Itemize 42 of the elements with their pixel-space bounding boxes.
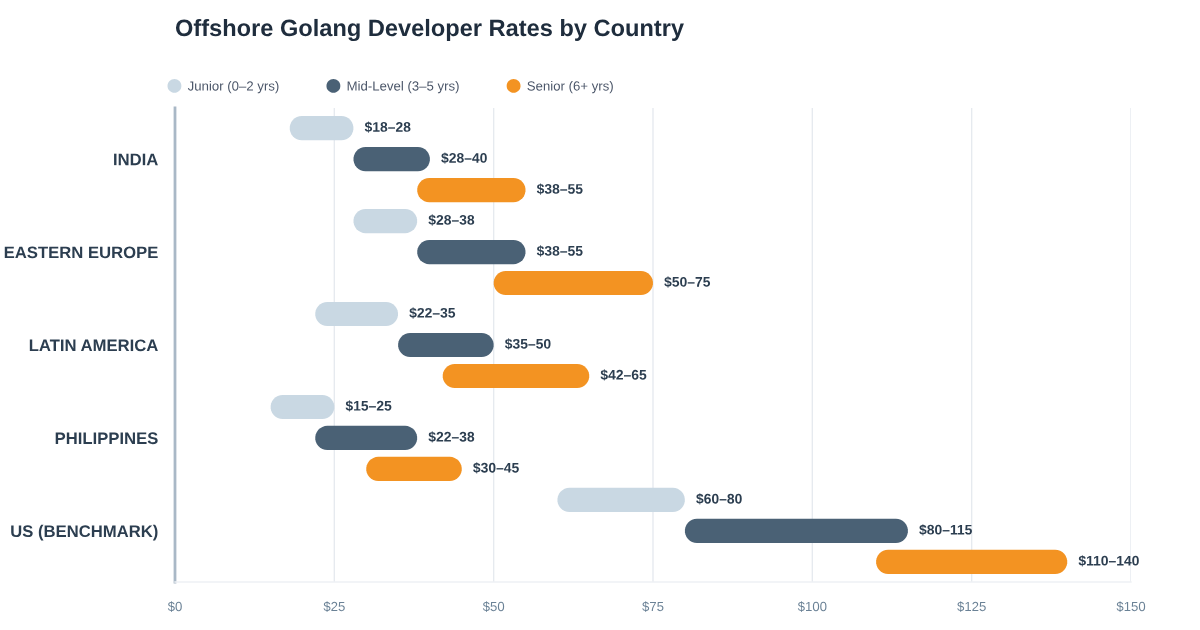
bar: [442, 363, 590, 389]
bar: [366, 456, 462, 481]
y-tick-label: LATIN AMERICA: [29, 339, 158, 352]
bar: [417, 239, 526, 265]
data-label: $38–55: [536, 183, 583, 195]
data-label: $42–65: [600, 369, 647, 381]
bar: [315, 301, 398, 327]
y-tick-label: INDIA: [114, 153, 158, 166]
bar: [315, 425, 418, 451]
y-tick-label: EASTERN EUROPE: [4, 246, 158, 259]
data-label: $60–80: [696, 493, 742, 505]
x-tick-label: $0: [167, 601, 182, 612]
y-tick-label: US (BENCHMARK): [11, 524, 158, 541]
x-tick-label: $100: [797, 601, 827, 612]
x-tick-label: $25: [323, 601, 345, 612]
bar: [876, 549, 1068, 574]
x-tick-label: $125: [957, 601, 986, 612]
x-tick-label: $50: [482, 601, 505, 612]
data-label: $15–25: [345, 400, 392, 412]
data-label: $50–75: [664, 276, 711, 288]
bar: [398, 332, 494, 358]
data-label: $22–38: [428, 431, 475, 443]
data-label: $80–115: [919, 524, 972, 536]
y-tick-label: PHILIPPINES: [55, 432, 158, 445]
data-label: $30–45: [473, 462, 519, 474]
data-label: $18–28: [364, 121, 411, 133]
x-tick-label: $75: [642, 601, 664, 612]
data-label: $35–50: [504, 338, 551, 350]
legend-label: Mid-Level (3–5 yrs): [347, 80, 459, 94]
data-label: $110–140: [1078, 555, 1139, 567]
bar: [417, 178, 526, 203]
chart-title: Offshore Golang Developer Rates by Country: [175, 18, 684, 42]
legend-label: Senior (6+ yrs): [527, 80, 613, 94]
bar: [493, 270, 653, 296]
x-tick-label: $150: [1116, 601, 1146, 612]
data-label: $22–35: [409, 307, 456, 319]
bar: [557, 487, 685, 512]
data-label: $28–40: [441, 152, 487, 164]
legend-label: Junior (0–2 yrs): [187, 80, 279, 94]
data-label: $28–38: [428, 214, 475, 226]
bar: [684, 518, 908, 543]
data-label: $38–55: [536, 245, 583, 257]
